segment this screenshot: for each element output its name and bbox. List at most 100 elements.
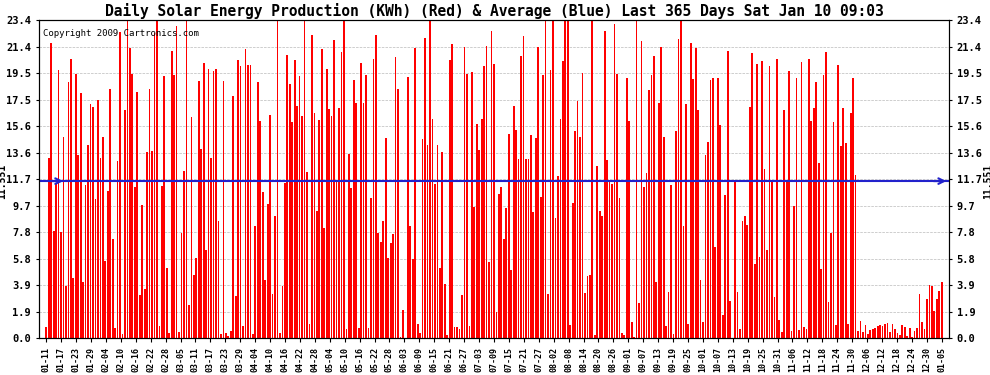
Bar xyxy=(281,286,283,338)
Bar xyxy=(321,49,323,338)
Bar xyxy=(476,124,477,338)
Bar xyxy=(833,122,835,338)
Bar xyxy=(894,329,896,338)
Bar xyxy=(624,335,626,338)
Bar xyxy=(183,171,185,338)
Bar xyxy=(675,131,677,338)
Bar xyxy=(147,152,148,338)
Bar xyxy=(316,211,318,338)
Bar xyxy=(80,93,81,338)
Bar xyxy=(538,47,540,338)
Bar xyxy=(803,327,805,338)
Bar xyxy=(380,242,382,338)
Bar xyxy=(687,324,689,338)
Bar xyxy=(702,321,704,338)
Bar xyxy=(629,121,630,338)
Bar xyxy=(584,292,586,338)
Bar xyxy=(665,326,667,338)
Bar xyxy=(587,276,588,338)
Text: Copyright 2009 Cartronics.com: Copyright 2009 Cartronics.com xyxy=(44,30,199,39)
Bar xyxy=(362,102,364,338)
Bar xyxy=(493,64,495,338)
Bar xyxy=(62,136,64,338)
Bar xyxy=(473,207,475,338)
Bar xyxy=(306,172,308,338)
Bar xyxy=(390,243,391,338)
Bar xyxy=(616,75,618,338)
Bar xyxy=(740,329,741,338)
Bar xyxy=(309,324,310,338)
Bar xyxy=(329,109,330,338)
Bar xyxy=(213,71,215,338)
Bar xyxy=(892,324,893,338)
Bar xyxy=(735,182,736,338)
Bar xyxy=(727,51,729,338)
Bar xyxy=(400,337,401,338)
Bar xyxy=(218,221,220,338)
Bar xyxy=(720,125,721,338)
Bar xyxy=(742,221,743,338)
Bar xyxy=(228,336,229,338)
Bar xyxy=(813,108,815,338)
Bar xyxy=(48,158,50,338)
Bar xyxy=(535,138,537,338)
Bar xyxy=(557,176,558,338)
Bar xyxy=(360,63,362,338)
Bar xyxy=(417,324,419,338)
Bar xyxy=(574,131,576,338)
Bar xyxy=(911,337,913,338)
Bar xyxy=(397,89,399,338)
Bar xyxy=(826,53,827,338)
Bar xyxy=(854,175,856,338)
Bar xyxy=(326,69,328,338)
Bar xyxy=(634,337,635,338)
Bar xyxy=(515,130,517,338)
Bar xyxy=(547,294,548,338)
Bar xyxy=(730,301,731,338)
Bar xyxy=(350,188,352,338)
Bar xyxy=(50,43,52,338)
Bar xyxy=(483,66,485,338)
Bar xyxy=(296,106,298,338)
Bar xyxy=(690,43,692,338)
Bar xyxy=(262,192,263,338)
Bar xyxy=(907,336,908,338)
Bar xyxy=(653,57,654,338)
Bar xyxy=(577,102,578,338)
Bar xyxy=(926,298,928,338)
Bar xyxy=(838,64,840,338)
Bar xyxy=(899,334,901,338)
Bar xyxy=(168,333,170,338)
Bar xyxy=(225,333,227,338)
Bar xyxy=(446,335,448,338)
Bar xyxy=(562,61,563,338)
Bar xyxy=(594,335,596,338)
Bar xyxy=(801,62,802,338)
Bar xyxy=(314,113,315,338)
Bar xyxy=(153,33,155,338)
Bar xyxy=(828,302,830,338)
Bar xyxy=(223,81,225,338)
Bar xyxy=(471,72,472,338)
Bar xyxy=(847,324,849,338)
Bar xyxy=(166,268,167,338)
Bar xyxy=(761,61,763,338)
Bar xyxy=(916,328,918,338)
Bar xyxy=(591,20,593,338)
Bar xyxy=(331,116,333,338)
Bar xyxy=(200,149,202,338)
Bar xyxy=(92,107,94,338)
Bar xyxy=(286,55,288,338)
Bar xyxy=(109,89,111,338)
Bar xyxy=(137,92,139,338)
Bar xyxy=(816,82,817,338)
Bar xyxy=(939,291,940,338)
Bar xyxy=(104,261,106,338)
Bar xyxy=(710,80,711,338)
Bar xyxy=(788,72,790,338)
Bar xyxy=(491,31,492,338)
Bar xyxy=(658,102,659,338)
Bar xyxy=(215,69,217,338)
Bar xyxy=(392,234,394,338)
Bar xyxy=(680,20,682,338)
